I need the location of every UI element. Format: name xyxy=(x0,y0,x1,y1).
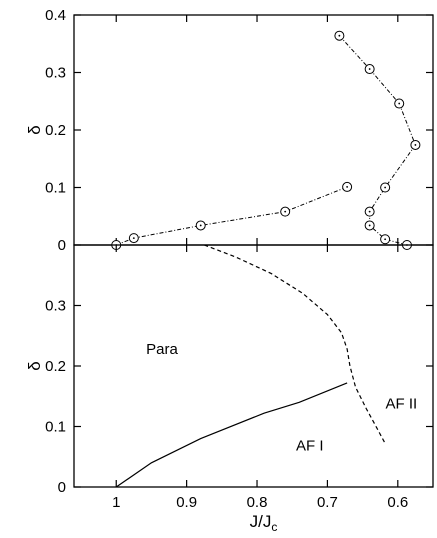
top-data-point xyxy=(410,139,421,150)
x-axis-label: J/Jc xyxy=(250,512,278,534)
data-point-dot xyxy=(368,224,371,227)
bottom-x-tick-label: 0.6 xyxy=(387,494,408,511)
top-ticks xyxy=(74,14,433,246)
data-point-dot xyxy=(346,186,349,188)
bottom-panel: 0 0.1 0.2 0.3 1 0.9 0.8 0.7 0.6 δ Para AF II AF I… xyxy=(25,244,434,534)
top-y-tick-labels: 0 0.1 0.2 0.3 0.4 xyxy=(45,7,66,254)
data-point-dot xyxy=(338,34,341,37)
top-y-tick-label: 0.3 xyxy=(45,65,66,82)
bottom-y-tick-label: 0 xyxy=(58,479,66,496)
bottom-x-tick-label: 0.7 xyxy=(317,494,338,511)
bottom-series xyxy=(115,244,386,488)
region-label: AF I xyxy=(296,438,324,455)
bottom-x-tick-label: 1 xyxy=(112,494,120,511)
x-axis-label-subscript: c xyxy=(271,520,277,534)
top-data-point xyxy=(380,234,391,245)
top-series-line xyxy=(116,186,348,246)
data-point-dot xyxy=(384,186,387,189)
phase-boundary-dashed xyxy=(204,244,386,444)
bottom-x-tick-label: 0.9 xyxy=(176,494,197,511)
top-data-point xyxy=(195,220,206,231)
data-point-dot xyxy=(398,102,401,105)
top-data-point xyxy=(364,64,375,75)
top-data-point xyxy=(364,206,375,217)
top-series xyxy=(111,30,421,250)
bottom-y-tick-label: 0.2 xyxy=(45,358,66,375)
top-data-point xyxy=(128,233,139,244)
top-data-point xyxy=(394,98,405,109)
top-y-tick-label: 0.4 xyxy=(45,7,66,24)
top-panel: 0 0.1 0.2 0.3 0.4 δ xyxy=(25,7,434,254)
data-point-dot xyxy=(368,68,371,70)
bottom-plot-frame xyxy=(73,244,434,488)
top-plot-frame xyxy=(73,14,434,246)
top-y-tick-label: 0 xyxy=(58,237,66,254)
top-series-line xyxy=(339,35,416,246)
top-data-point xyxy=(380,182,391,193)
bottom-x-tick-labels: 1 0.9 0.8 0.7 0.6 xyxy=(112,494,408,511)
region-label: AF II xyxy=(385,395,417,412)
top-y-tick-label: 0.1 xyxy=(45,180,66,197)
region-label: Para xyxy=(146,341,178,358)
bottom-y-tick-label: 0.3 xyxy=(45,298,66,315)
data-point-dot xyxy=(368,210,371,213)
phase-boundary-solid xyxy=(115,382,348,488)
top-y-tick-label: 0.2 xyxy=(45,122,66,139)
x-axis-label-main: J/J xyxy=(250,512,272,531)
top-data-point xyxy=(280,206,291,217)
data-point-dot xyxy=(199,224,202,227)
data-point-dot xyxy=(284,210,287,213)
bottom-y-tick-labels: 0 0.1 0.2 0.3 xyxy=(45,298,66,497)
top-data-point xyxy=(342,181,353,192)
data-point-dot xyxy=(414,144,417,146)
top-data-point xyxy=(364,220,375,231)
data-point-dot xyxy=(384,238,387,241)
bottom-x-tick-label: 0.8 xyxy=(247,494,268,511)
region-labels: Para AF II AF I xyxy=(146,341,417,455)
bottom-y-axis-label: δ xyxy=(25,361,44,370)
bottom-ticks xyxy=(74,245,433,488)
bottom-y-tick-label: 0.1 xyxy=(45,419,66,436)
top-data-point xyxy=(334,30,345,41)
top-y-axis-label: δ xyxy=(25,125,44,134)
data-point-dot xyxy=(132,237,135,240)
